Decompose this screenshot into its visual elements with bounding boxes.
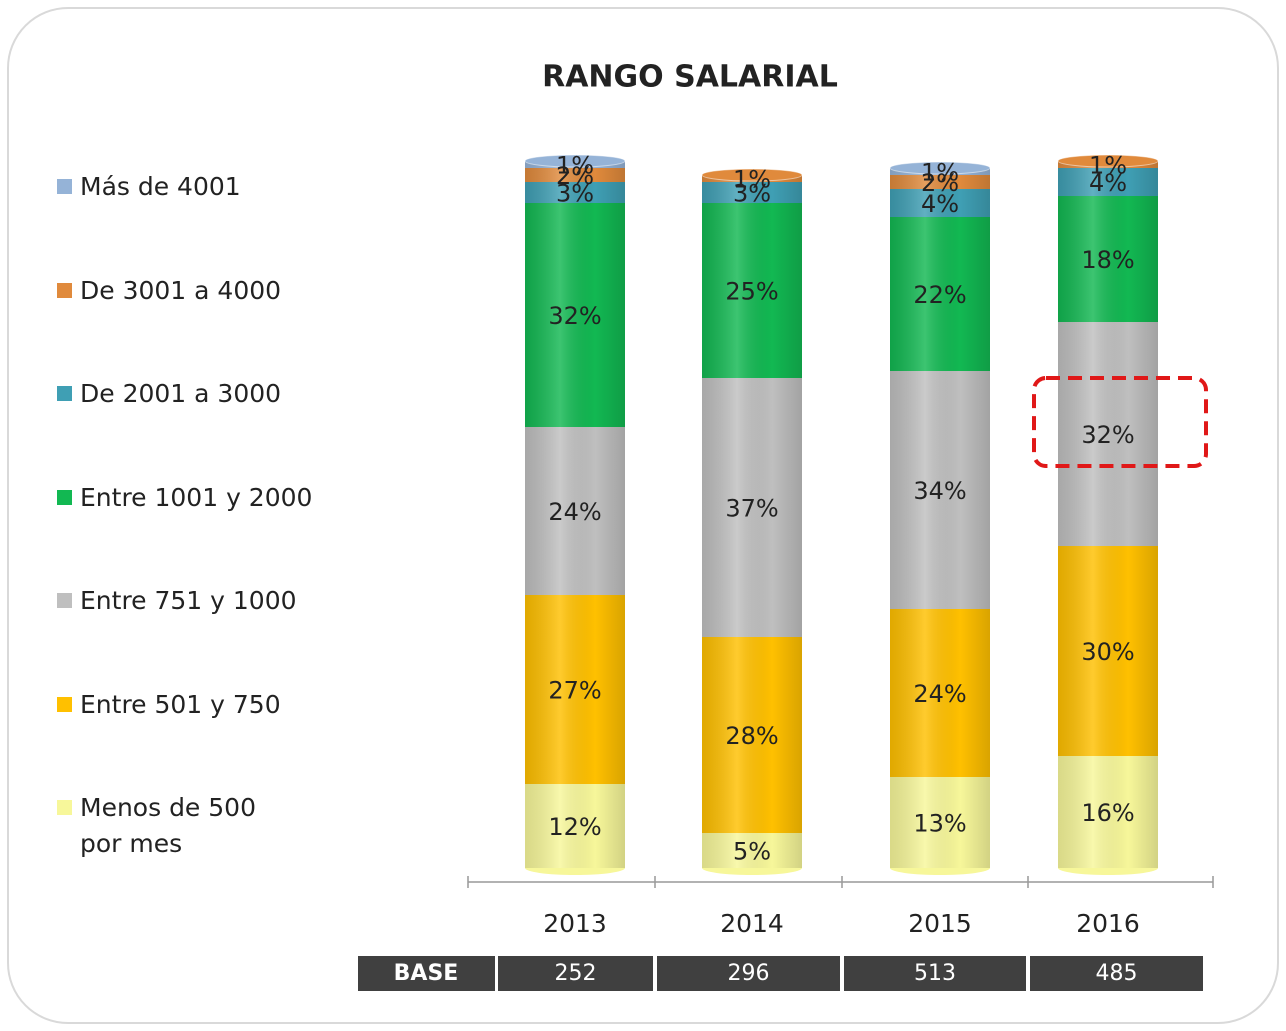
bar-shade	[1058, 756, 1158, 868]
base-value: 252	[555, 961, 597, 986]
legend-item: De 3001 a 4000	[57, 273, 327, 309]
legend-swatch	[57, 800, 72, 815]
bar-shade	[525, 182, 625, 203]
data-label: 1%	[733, 166, 771, 194]
data-label: 37%	[725, 495, 778, 523]
base-header: BASE	[394, 961, 459, 986]
bar-shade	[1058, 168, 1158, 196]
bar-shade	[525, 203, 625, 427]
legend-label: Más de 4001	[80, 172, 241, 201]
data-label: 24%	[548, 498, 601, 526]
legend-item: Entre 501 y 750	[57, 687, 327, 723]
data-label: 3%	[556, 180, 594, 208]
data-label: 1%	[1089, 152, 1127, 180]
bar-shade	[702, 203, 802, 378]
base-header-cell	[358, 956, 495, 991]
bar-shade	[525, 595, 625, 784]
data-label: 22%	[913, 281, 966, 309]
bar-shade	[702, 637, 802, 833]
base-value: 485	[1096, 961, 1138, 986]
data-label: 28%	[725, 722, 778, 750]
bar-shade	[1058, 322, 1158, 546]
data-label: 4%	[1089, 169, 1127, 197]
bar-shade	[525, 168, 625, 182]
bar-shade	[890, 217, 990, 371]
legend-item: Entre 751 y 1000	[57, 583, 327, 619]
base-value: 513	[914, 961, 956, 986]
base-cell	[657, 956, 840, 991]
legend-label: De 3001 a 4000	[80, 275, 282, 305]
base-cell	[498, 956, 653, 991]
bar-shade	[1058, 196, 1158, 322]
data-label: 12%	[548, 813, 601, 841]
bar-shade	[1058, 546, 1158, 756]
data-label: 1%	[556, 152, 594, 180]
legend-label: Entre 501 y 750	[80, 689, 281, 719]
x-tick-label: 2014	[720, 909, 784, 938]
base-cell	[1030, 956, 1203, 991]
bar-shade	[525, 784, 625, 868]
base-value: 296	[728, 961, 770, 986]
bar-shade	[890, 175, 990, 189]
legend-swatch	[57, 179, 72, 194]
data-label: 32%	[548, 302, 601, 330]
legend-item: Menos de 500 por mes	[57, 790, 287, 862]
x-tick-label: 2013	[543, 909, 607, 938]
bar-shade	[525, 427, 625, 595]
bar-shade	[890, 189, 990, 217]
data-label: 4%	[921, 190, 959, 218]
data-label: 24%	[913, 680, 966, 708]
chart-title: RANGO SALARIAL	[542, 60, 838, 95]
bar-cap	[701, 168, 803, 182]
legend-swatch	[57, 386, 72, 401]
legend-item: De 2001 a 3000	[57, 376, 327, 412]
data-label: 34%	[913, 477, 966, 505]
data-label: 25%	[725, 278, 778, 306]
bar-cap	[1057, 154, 1159, 168]
legend-item: Más de 4001	[57, 169, 327, 205]
plot: 12%27%24%32%3%2%1%20135%28%37%25%3%1%201…	[358, 152, 1214, 991]
highlight-box	[1032, 376, 1208, 468]
data-label: 3%	[733, 180, 771, 208]
legend-label: Menos de 500 por mes	[80, 793, 256, 858]
bar-cap	[524, 154, 626, 168]
bar-shade	[702, 182, 802, 203]
data-label: 1%	[921, 159, 959, 187]
x-tick-label: 2015	[908, 909, 972, 938]
legend-label: Entre 1001 y 2000	[80, 482, 313, 512]
legend-label: De 2001 a 3000	[80, 379, 282, 408]
bar-shade	[890, 777, 990, 868]
x-tick-label: 2016	[1076, 909, 1140, 938]
data-label: 18%	[1081, 246, 1134, 274]
legend-swatch	[57, 489, 72, 505]
bar-shade	[890, 609, 990, 777]
legend-swatch	[57, 696, 72, 712]
legend-item: Entre 1001 y 2000	[57, 480, 327, 516]
bar-cap	[889, 161, 991, 175]
data-label: 16%	[1081, 799, 1134, 827]
base-cell	[844, 956, 1026, 991]
data-label: 2%	[556, 162, 594, 190]
legend-swatch	[57, 593, 72, 608]
bar-shade	[702, 378, 802, 637]
data-label: 32%	[1081, 421, 1134, 449]
data-label: 27%	[548, 677, 601, 705]
legend-label: Entre 751 y 1000	[80, 586, 297, 615]
data-label: 2%	[921, 169, 959, 197]
data-label: 5%	[733, 838, 771, 866]
bar-shade	[890, 371, 990, 609]
legend-swatch	[57, 282, 72, 298]
data-label: 13%	[913, 810, 966, 838]
bar-shade	[702, 833, 802, 868]
data-label: 30%	[1081, 638, 1134, 666]
